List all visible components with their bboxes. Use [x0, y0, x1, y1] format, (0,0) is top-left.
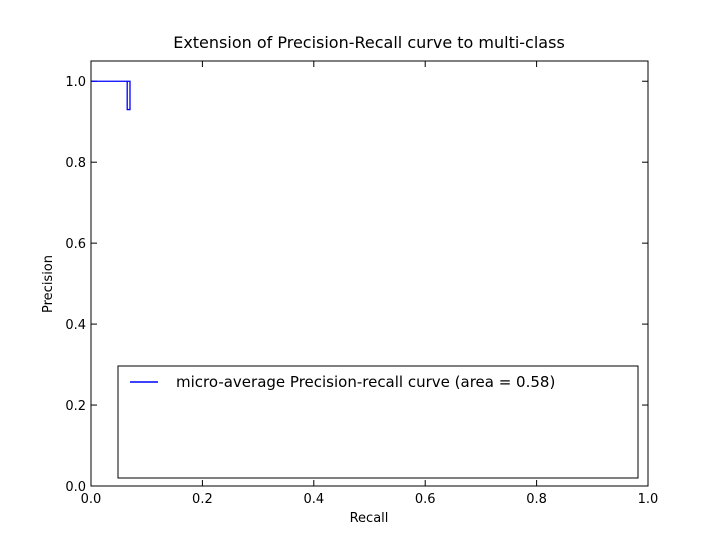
y-tick-label: 0.0: [65, 480, 86, 495]
plot-area: 0.0 0.2 0.4 0.6 0.8 1.0 0.0 0.2 0.4 0.6 0.8 1.0: [65, 60, 659, 507]
legend-label-0: micro-average Precision-recall curve (ar…: [176, 373, 555, 391]
x-tick-label: 0.4: [303, 492, 324, 507]
y-tick-label: 0.6: [65, 237, 86, 252]
legend-box: [117, 365, 639, 479]
y-tick-label: 0.8: [65, 156, 86, 171]
legend: micro-average Precision-recall curve (ar…: [117, 365, 639, 479]
x-tick-label: 0.8: [526, 492, 547, 507]
x-tick-label: 0.0: [81, 492, 102, 507]
y-tick-label: 0.2: [65, 399, 86, 414]
x-tick-label: 1.0: [638, 492, 659, 507]
plot-frame: [90, 60, 649, 487]
y-axis-title: Precision: [41, 255, 56, 313]
chart-title: Extension of Precision-Recall curve to m…: [173, 33, 565, 52]
x-tick-label: 0.2: [192, 492, 213, 507]
x-axis-title: Recall: [350, 511, 389, 526]
y-tick-label: 1.0: [65, 75, 86, 90]
series-line-0: [91, 80, 131, 111]
y-tick-label: 0.4: [65, 318, 86, 333]
x-tick-label: 0.6: [415, 492, 436, 507]
